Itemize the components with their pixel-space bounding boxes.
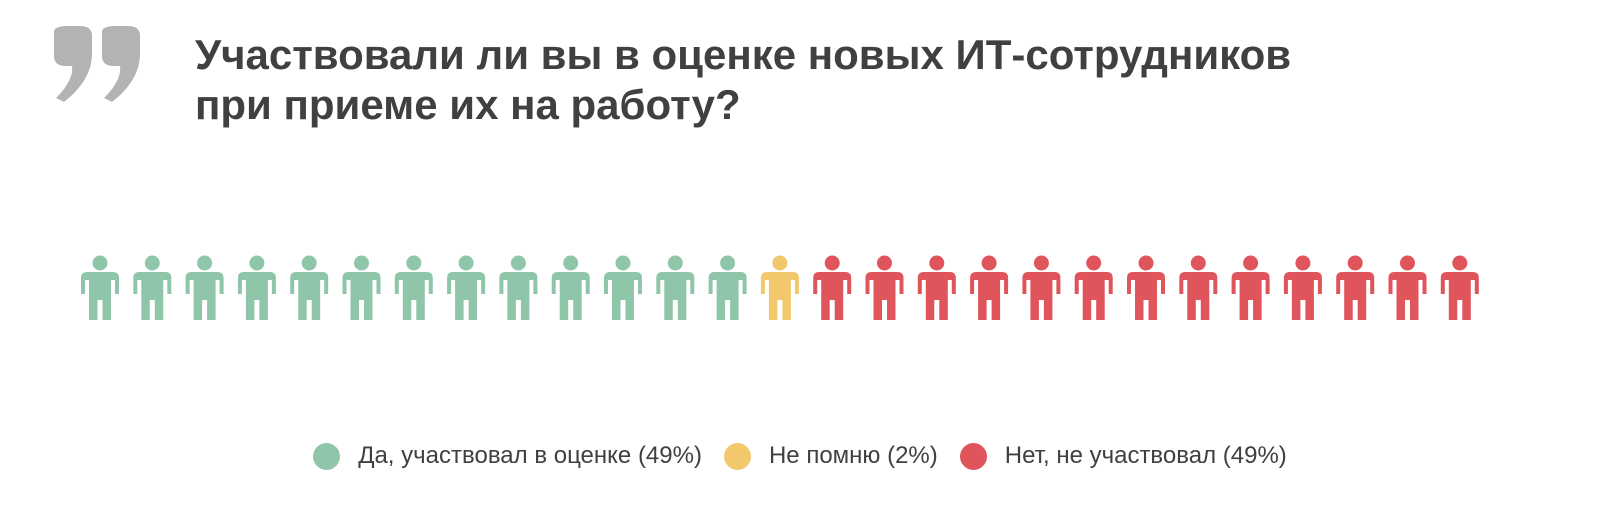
- chart-legend: Да, участвовал в оценке (49%) Не помню (2…: [0, 438, 1600, 474]
- legend-marker-icon: [723, 442, 751, 470]
- person-icon: [1231, 255, 1270, 320]
- person-icon: [290, 255, 329, 320]
- person-icon: [185, 255, 224, 320]
- person-icon: [1388, 255, 1427, 320]
- person-icon: [604, 255, 642, 320]
- person-icon: [499, 255, 538, 320]
- person-icon: [813, 255, 852, 320]
- legend-item: Нет, не участвовал (49%): [959, 442, 1287, 470]
- person-icon: [551, 255, 590, 320]
- chart-title-line-2: при приеме их на работу?: [195, 81, 741, 128]
- person-icon: [1179, 255, 1218, 320]
- person-icon: [133, 255, 172, 320]
- person-icon: [394, 255, 433, 320]
- person-icon: [865, 255, 904, 320]
- person-icon: [81, 255, 119, 320]
- legend-marker-icon: [959, 442, 987, 470]
- person-icon: [1283, 255, 1322, 320]
- legend-label: Да, участвовал в оценке (49%): [358, 442, 702, 469]
- legend-item: Да, участвовал в оценке (49%): [313, 442, 702, 470]
- person-icon: [1127, 255, 1165, 320]
- person-icon: [760, 255, 799, 320]
- person-icon: [917, 255, 956, 320]
- person-icon: [1074, 255, 1113, 320]
- chart-title-line-1: Участвовали ли вы в оценке новых ИТ-сотр…: [195, 31, 1292, 78]
- person-icon: [1440, 255, 1479, 320]
- pictogram-chart: [81, 255, 1479, 320]
- person-icon: [708, 255, 747, 320]
- person-icon: [447, 255, 486, 320]
- person-icon: [1336, 255, 1375, 320]
- person-icon: [656, 255, 695, 320]
- person-icon: [1022, 255, 1061, 320]
- legend-label: Нет, не участвовал (49%): [1004, 442, 1287, 469]
- person-icon: [970, 255, 1009, 320]
- legend-label: Не помню (2%): [768, 442, 938, 469]
- quote-icon: [54, 26, 140, 102]
- legend-item: Не помню (2%): [723, 442, 938, 470]
- legend-marker-icon: [313, 442, 341, 470]
- person-icon: [237, 255, 276, 320]
- person-icon: [342, 255, 381, 320]
- chart-title: Участвовали ли вы в оценке новых ИТ-сотр…: [195, 30, 1545, 130]
